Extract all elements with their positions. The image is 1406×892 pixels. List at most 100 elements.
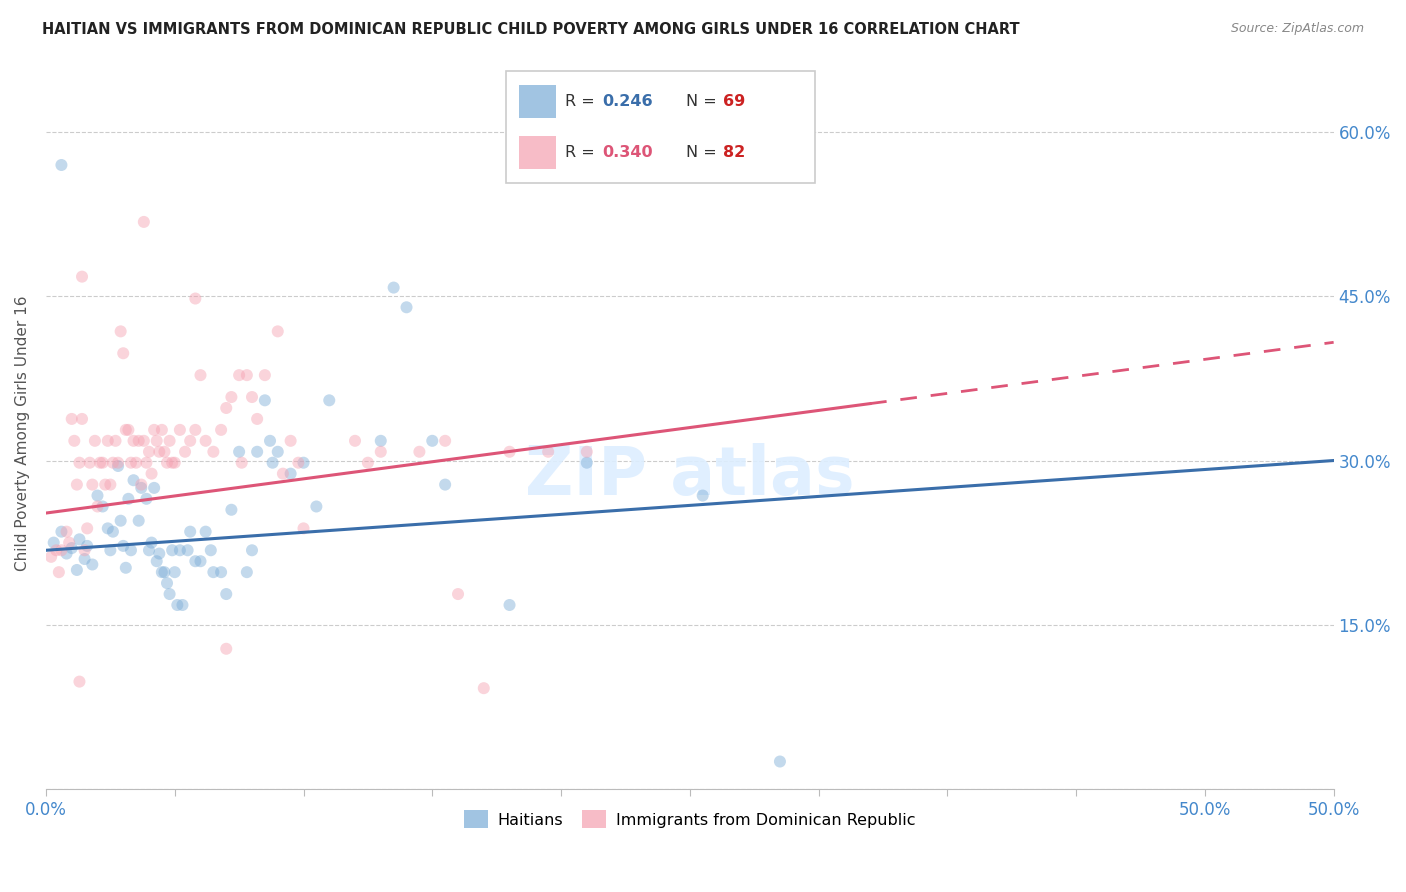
Point [382,280,405,294]
Point [76,521,98,535]
Point [153,565,176,579]
Point [98,477,121,491]
Point [370,434,392,448]
Point [769,755,792,769]
Point [221,502,243,516]
Point [267,324,290,338]
Point [215,641,238,656]
Point [202,565,225,579]
Point [184,423,207,437]
Point [434,434,457,448]
Legend: Haitians, Immigrants from Dominican Republic: Haitians, Immigrants from Dominican Repu… [458,804,922,834]
Point [107,456,129,470]
Point [498,444,520,458]
Text: N =: N = [686,145,721,161]
Point [101,524,124,539]
Point [120,543,142,558]
Point [150,423,173,437]
Point [262,456,284,470]
Point [184,292,207,306]
Point [51,543,73,558]
Text: R =: R = [565,94,600,109]
Point [143,481,166,495]
Point [69,533,91,547]
Point [236,565,259,579]
Point [51,524,73,539]
Point [45,543,67,558]
Point [120,456,142,470]
Point [55,547,77,561]
Point [117,491,139,506]
Point [112,539,135,553]
Point [575,456,598,470]
Point [117,423,139,437]
Point [200,543,222,558]
Point [60,541,83,555]
Point [179,434,201,448]
Point [82,558,104,572]
Point [408,444,430,458]
Point [179,524,201,539]
Point [169,543,191,558]
Point [153,444,176,458]
Point [138,444,160,458]
Point [202,444,225,458]
Point [91,456,114,470]
Point [215,587,238,601]
Point [575,444,598,458]
Point [357,456,380,470]
Point [148,444,170,458]
Text: ZIP atlas: ZIP atlas [524,442,855,508]
Point [125,456,148,470]
Point [163,456,186,470]
Point [692,489,714,503]
Point [97,434,120,448]
Point [48,565,70,579]
Point [69,674,91,689]
Text: R =: R = [565,145,600,161]
Point [246,444,269,458]
Point [537,444,560,458]
Point [128,434,150,448]
Point [112,346,135,360]
Point [83,434,105,448]
Point [79,456,101,470]
Point [135,491,157,506]
Point [94,477,117,491]
Text: 69: 69 [723,94,745,109]
Point [166,598,188,612]
Point [280,434,302,448]
Point [221,390,243,404]
Point [236,368,259,383]
Point [159,434,181,448]
Point [63,434,86,448]
Point [271,467,294,481]
Point [76,539,98,553]
Text: 82: 82 [723,145,745,161]
Point [194,524,217,539]
Point [129,481,152,495]
Point [156,576,179,591]
Point [145,554,167,568]
Point [253,393,276,408]
Text: 0.246: 0.246 [602,94,652,109]
Point [240,390,263,404]
Bar [519,85,555,119]
Point [472,681,495,695]
Point [280,467,302,481]
FancyBboxPatch shape [506,71,815,183]
Text: 0.340: 0.340 [602,145,652,161]
Point [169,423,191,437]
Point [135,456,157,470]
Point [292,521,315,535]
Point [160,456,183,470]
Point [498,598,520,612]
Point [89,456,111,470]
Point [141,467,163,481]
Point [215,401,238,415]
Point [129,477,152,491]
Point [228,368,250,383]
Point [190,554,212,568]
Point [240,543,263,558]
Text: Source: ZipAtlas.com: Source: ZipAtlas.com [1230,22,1364,36]
